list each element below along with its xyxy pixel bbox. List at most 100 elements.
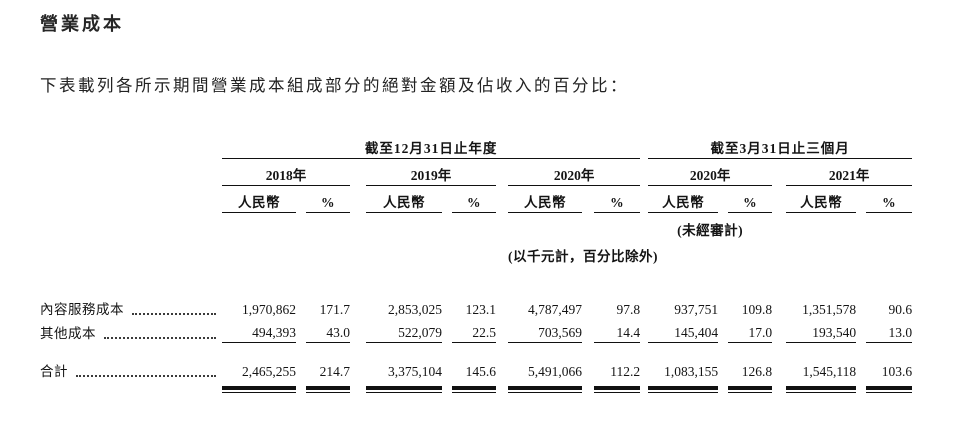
dot-leader xyxy=(104,336,216,339)
column-gap xyxy=(582,186,594,213)
rmb-total: 3,375,104 xyxy=(366,342,442,381)
rmb-value: 522,079 xyxy=(398,325,442,341)
pct-value: 109.8 xyxy=(741,302,773,318)
rmb-value: 4,787,497 xyxy=(528,302,582,318)
pct-value: 14.4 xyxy=(616,325,641,341)
rmb-header: 人民幣 xyxy=(222,185,296,213)
empty-cell xyxy=(40,213,648,241)
double-rule xyxy=(366,381,442,393)
double-rule xyxy=(786,381,857,393)
pct-value: 43.0 xyxy=(326,325,350,341)
pct-total: 112.2 xyxy=(594,342,641,381)
double-rule xyxy=(728,381,773,393)
row-label: 內容服務成本 xyxy=(40,296,222,319)
rmb-value: 703,569 xyxy=(538,325,582,341)
subheader-row: 人民幣 % 人民幣 % 人民幣 % 人民幣 % 人民幣 % xyxy=(40,185,913,213)
table-row-content-service-costs: 內容服務成本 1,970,862 171.7 2,853,025 123.1 4… xyxy=(40,296,912,319)
pct-header: % xyxy=(728,185,773,213)
rmb-total: 2,465,255 xyxy=(222,342,296,381)
operating-cost-table: 截至12月31日止年度 截至3月31日止三個月 2018年 2019年 2020… xyxy=(40,132,913,393)
pct-value: 17.0 xyxy=(748,325,773,341)
double-rule xyxy=(508,381,582,393)
row-label-text: 其他成本 xyxy=(40,325,96,341)
rmb-header: 人民幣 xyxy=(786,185,857,213)
pct-header: % xyxy=(306,185,350,213)
double-rule xyxy=(594,381,641,393)
column-gap xyxy=(350,159,366,186)
rmb-header: 人民幣 xyxy=(366,185,442,213)
unaudited-row: (未經審計) xyxy=(40,213,912,241)
rmb-total: 1,545,118 xyxy=(786,342,857,381)
pct-value: 171.7 xyxy=(319,302,350,318)
empty-cell xyxy=(40,381,222,393)
pct-value: 22.5 xyxy=(472,325,496,341)
column-gap xyxy=(640,159,648,186)
double-rule xyxy=(222,381,296,393)
rmb-value: 1,351,578 xyxy=(802,302,857,318)
rmb-header: 人民幣 xyxy=(508,185,582,213)
unit-note-row: (以千元計，百分比除外) xyxy=(40,240,912,266)
col-group-annual: 截至12月31日止年度 xyxy=(222,132,641,159)
double-rule-row xyxy=(40,381,913,393)
dot-leader xyxy=(76,375,216,377)
col-group-quarterly: 截至3月31日止三個月 xyxy=(648,132,913,159)
column-gap xyxy=(772,159,786,186)
row-label-text: 合計 xyxy=(40,364,68,380)
rmb-value: 145,404 xyxy=(674,325,719,341)
year-header-2020q1: 2020年 xyxy=(648,158,773,186)
row-label: 其他成本 xyxy=(40,319,222,343)
row-label: 合計 xyxy=(40,343,222,382)
column-gap xyxy=(718,186,728,213)
column-gap xyxy=(296,186,306,213)
dot-leader xyxy=(132,313,216,315)
column-group-row: 截至12月31日止年度 截至3月31日止三個月 xyxy=(40,132,913,159)
pct-header: % xyxy=(594,185,641,213)
unaudited-note: (未經審計) xyxy=(677,223,744,239)
pct-total: 214.7 xyxy=(306,342,350,381)
pct-total: 126.8 xyxy=(728,342,773,381)
empty-cell xyxy=(40,240,508,266)
empty-cell xyxy=(772,213,912,241)
column-gap xyxy=(640,132,648,159)
column-gap xyxy=(856,186,866,213)
year-header-2020fy: 2020年 xyxy=(508,158,641,186)
page-title: 營業成本 xyxy=(40,14,124,34)
spacer-row xyxy=(40,266,912,296)
empty-cell xyxy=(640,240,912,266)
pct-value: 13.0 xyxy=(888,325,913,341)
pct-value: 90.6 xyxy=(888,302,913,318)
column-gap xyxy=(442,186,452,213)
column-gap xyxy=(496,159,508,186)
unit-note: (以千元計，百分比除外) xyxy=(508,249,658,265)
pct-value: 97.8 xyxy=(616,302,641,318)
empty-cell xyxy=(40,159,222,186)
rmb-value: 193,540 xyxy=(812,325,857,341)
double-rule xyxy=(648,381,719,393)
pct-value: 123.1 xyxy=(465,302,496,318)
rmb-value: 2,853,025 xyxy=(388,302,442,318)
double-rule xyxy=(306,381,350,393)
rmb-value: 1,970,862 xyxy=(242,302,296,318)
column-gap xyxy=(640,186,648,213)
rmb-value: 937,751 xyxy=(674,302,719,318)
rmb-total: 5,491,066 xyxy=(508,342,582,381)
pct-header: % xyxy=(866,185,913,213)
pct-total: 103.6 xyxy=(866,342,913,381)
column-gap xyxy=(350,186,366,213)
rmb-total: 1,083,155 xyxy=(648,342,719,381)
empty-cell xyxy=(40,186,222,213)
rmb-value: 494,393 xyxy=(252,325,296,341)
column-gap xyxy=(772,186,786,213)
intro-text: 下表載列各所示期間營業成本組成部分的絕對金額及佔收入的百分比： xyxy=(40,76,629,95)
year-header-row: 2018年 2019年 2020年 2020年 2021年 xyxy=(40,158,913,186)
pct-total: 145.6 xyxy=(452,342,496,381)
pct-header: % xyxy=(452,185,496,213)
empty-cell xyxy=(40,132,222,159)
double-rule xyxy=(452,381,496,393)
year-header-2019: 2019年 xyxy=(366,158,496,186)
table-row-other-costs: 其他成本 494,393 43.0 522,079 22.5 703,569 1… xyxy=(40,319,912,343)
year-header-2018: 2018年 xyxy=(222,158,350,186)
table-row-total: 合計 2,465,255 214.7 3,375,104 145.6 5,491… xyxy=(40,342,913,382)
row-label-text: 內容服務成本 xyxy=(40,302,124,318)
column-gap xyxy=(496,186,508,213)
